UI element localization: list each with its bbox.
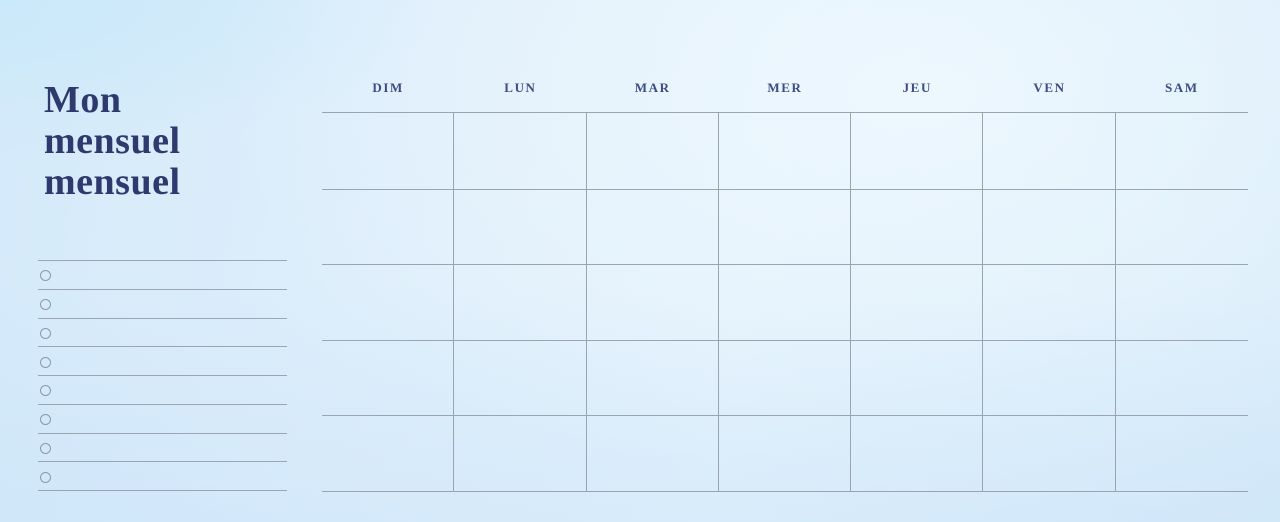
calendar-cell[interactable] [718,264,852,340]
calendar-cell[interactable] [983,113,1116,189]
checklist-item[interactable] [38,261,287,290]
page-title-line-2: mensuel [44,120,181,162]
calendar-cell[interactable] [851,113,984,189]
day-header-jeu: JEU [902,80,932,95]
checkbox-circle-icon[interactable] [40,299,51,311]
calendar-cell[interactable] [851,188,984,265]
checklist-item[interactable] [38,434,287,463]
calendar-cell[interactable] [322,415,455,491]
calendar-cell[interactable] [1115,188,1248,265]
calendar-cell[interactable] [1116,113,1248,189]
checklist-item[interactable] [38,405,287,434]
day-header-row: DIM LUN MAR MER JEU VEN SAM [322,80,1248,96]
checkbox-circle-icon[interactable] [40,327,51,339]
calendar-cell[interactable] [718,188,852,265]
calendar-cell[interactable] [983,188,1116,265]
page-title-line-1: Mon [44,79,122,121]
checklist-item[interactable] [38,462,287,491]
checkbox-circle-icon[interactable] [40,414,51,426]
checklist [38,260,287,491]
calendar-cell[interactable] [1115,339,1248,416]
calendar-cell[interactable] [983,264,1116,340]
calendar-cell[interactable] [719,113,852,189]
checkbox-circle-icon[interactable] [40,270,51,282]
checklist-item[interactable] [38,376,287,405]
checkbox-circle-icon[interactable] [40,385,51,397]
day-header-ven: VEN [1033,80,1066,95]
calendar-cell[interactable] [322,188,455,265]
day-header-lun: LUN [504,80,537,95]
calendar-cell[interactable] [983,339,1116,416]
checklist-item[interactable] [38,347,287,376]
calendar-cell[interactable] [454,188,587,265]
checkbox-circle-icon[interactable] [40,442,51,454]
calendar-cell[interactable] [586,188,719,265]
calendar-cell[interactable] [454,415,587,491]
day-header-mer: MER [767,80,803,95]
calendar-cell[interactable] [587,113,719,189]
page-title-line-3: mensuel [44,161,181,203]
calendar-cell[interactable] [851,264,984,340]
checkbox-circle-icon[interactable] [40,356,51,368]
calendar-cell[interactable] [586,415,719,491]
calendar-cell[interactable] [454,113,587,189]
page-title: Mon mensuel mensuel [44,80,181,203]
calendar-cell[interactable] [322,264,455,340]
calendar-cell[interactable] [1115,415,1248,491]
calendar-cell[interactable] [586,264,719,340]
calendar-cell[interactable] [851,339,984,416]
calendar-cell[interactable] [718,339,852,416]
calendar-cell[interactable] [586,339,719,416]
calendar-cell[interactable] [454,339,587,416]
calendar-cell[interactable] [322,113,455,189]
calendar-cell[interactable] [983,415,1116,491]
calendar-cell[interactable] [322,339,455,416]
calendar-cell[interactable] [851,415,984,491]
checklist-item[interactable] [38,319,287,348]
day-header-mar: MAR [634,80,671,95]
calendar-cell[interactable] [454,264,587,340]
calendar-cell[interactable] [1115,264,1248,340]
day-header-sam: SAM [1164,80,1199,95]
calendar-cell[interactable] [718,415,852,491]
calendar-grid [322,112,1248,492]
day-header-dim: DIM [372,80,404,95]
checkbox-circle-icon[interactable] [40,471,51,483]
checklist-item[interactable] [38,290,287,319]
